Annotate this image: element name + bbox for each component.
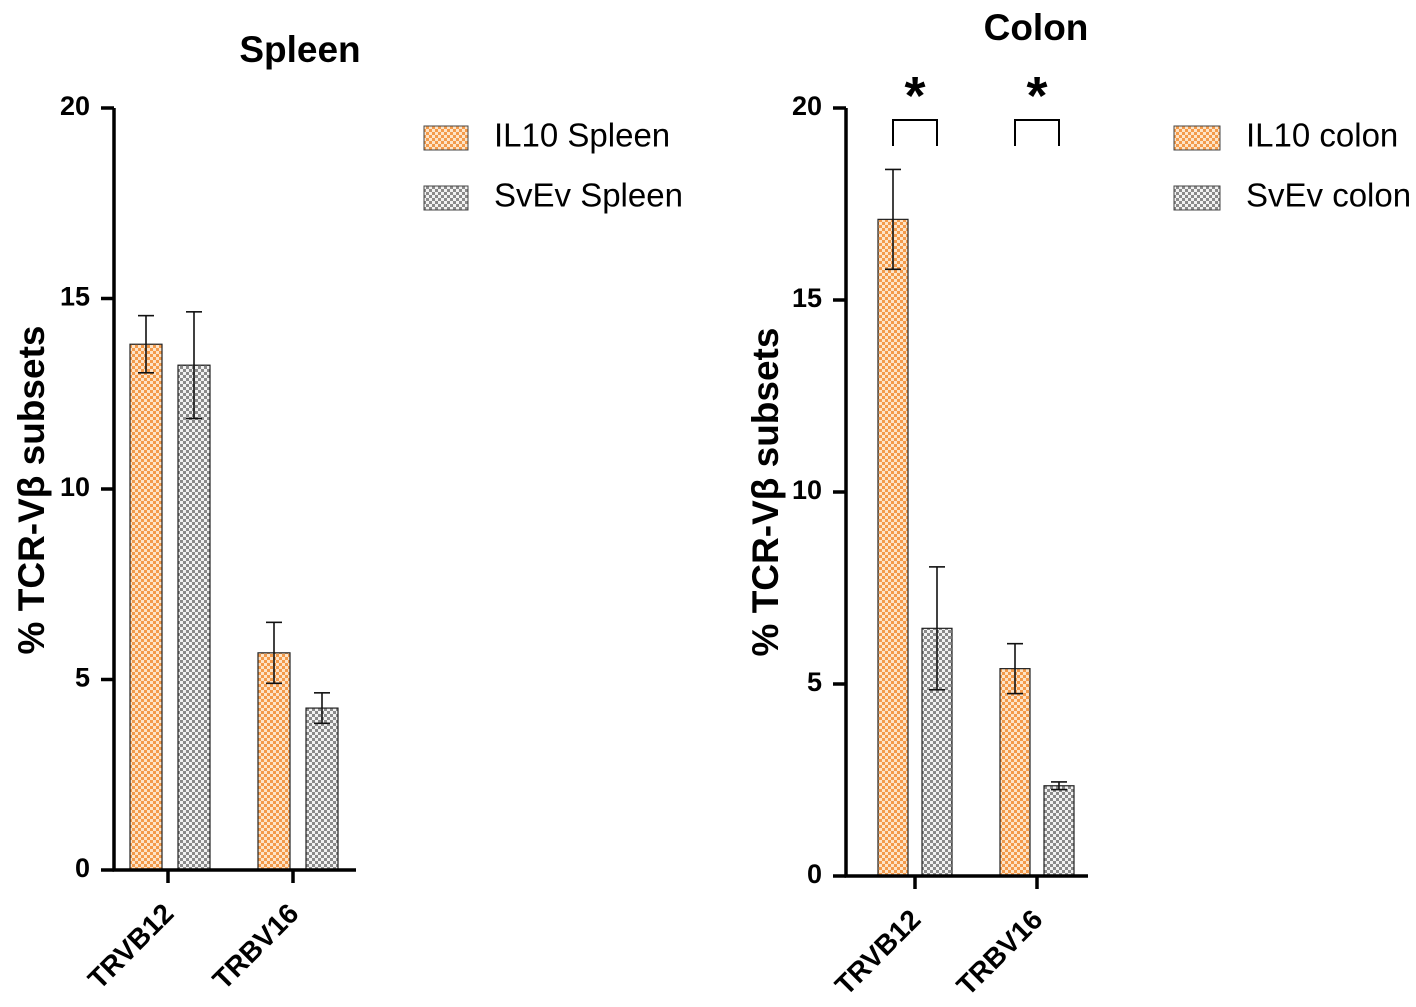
significance-star: * <box>904 66 925 126</box>
bar-colon-svev-trbv16 <box>1043 785 1075 877</box>
legend-swatch <box>423 125 469 151</box>
significance-bracket <box>1014 119 1060 146</box>
legend-label: IL10 Spleen <box>494 117 670 154</box>
x-tick-label-trvb12: TRVB12 <box>82 898 179 995</box>
significance-bracket <box>892 119 938 146</box>
bar-spleen-svev-trbv16 <box>305 707 339 871</box>
y-tick-label: 15 <box>792 283 822 313</box>
legend-label: SvEv colon <box>1246 177 1411 214</box>
y-tick-label: 0 <box>807 859 822 889</box>
y-tick-label: 0 <box>75 853 90 883</box>
bar-spleen-il10-trbv16 <box>257 652 291 871</box>
bar-colon-il10-trvb12 <box>877 218 909 877</box>
y-tick-label: 5 <box>807 667 822 697</box>
bar-spleen-il10-trvb12 <box>129 343 163 871</box>
legend-swatch <box>1173 125 1221 151</box>
x-tick-label-trvb12: TRVB12 <box>829 904 926 1001</box>
y-tick-label: 20 <box>60 91 90 121</box>
legend-label: IL10 colon <box>1246 117 1398 154</box>
bar-colon-il10-trbv16 <box>999 668 1031 877</box>
x-tick-label-trbv16: TRBV16 <box>951 904 1049 1002</box>
chart-title: Spleen <box>239 29 360 70</box>
y-tick-label: 5 <box>75 663 90 693</box>
y-tick-label: 15 <box>60 282 90 312</box>
legend-swatch <box>423 185 469 211</box>
bar-spleen-svev-trvb12 <box>177 364 211 871</box>
legend-label: SvEv Spleen <box>494 177 683 214</box>
x-tick-label-trbv16: TRBV16 <box>207 898 305 996</box>
y-axis-label: % TCR-Vβ subsets <box>11 326 52 655</box>
y-tick-label: 20 <box>792 91 822 121</box>
y-axis-label: % TCR-Vβ subsets <box>745 328 786 657</box>
bar-colon-svev-trvb12 <box>921 627 953 877</box>
chart-title: Colon <box>984 7 1089 48</box>
significance-star: * <box>1026 66 1047 126</box>
colon-chart: Colon % TCR-Vβ subsets 0 5 10 15 20 TRVB12 TRBV1… <box>745 7 1411 1002</box>
y-tick-label: 10 <box>60 472 90 502</box>
y-tick-label: 10 <box>792 475 822 505</box>
legend-swatch <box>1173 185 1221 211</box>
spleen-chart: Spleen % TCR-Vβ subsets 0 5 10 15 20 TRVB12 TRBV… <box>11 29 683 996</box>
